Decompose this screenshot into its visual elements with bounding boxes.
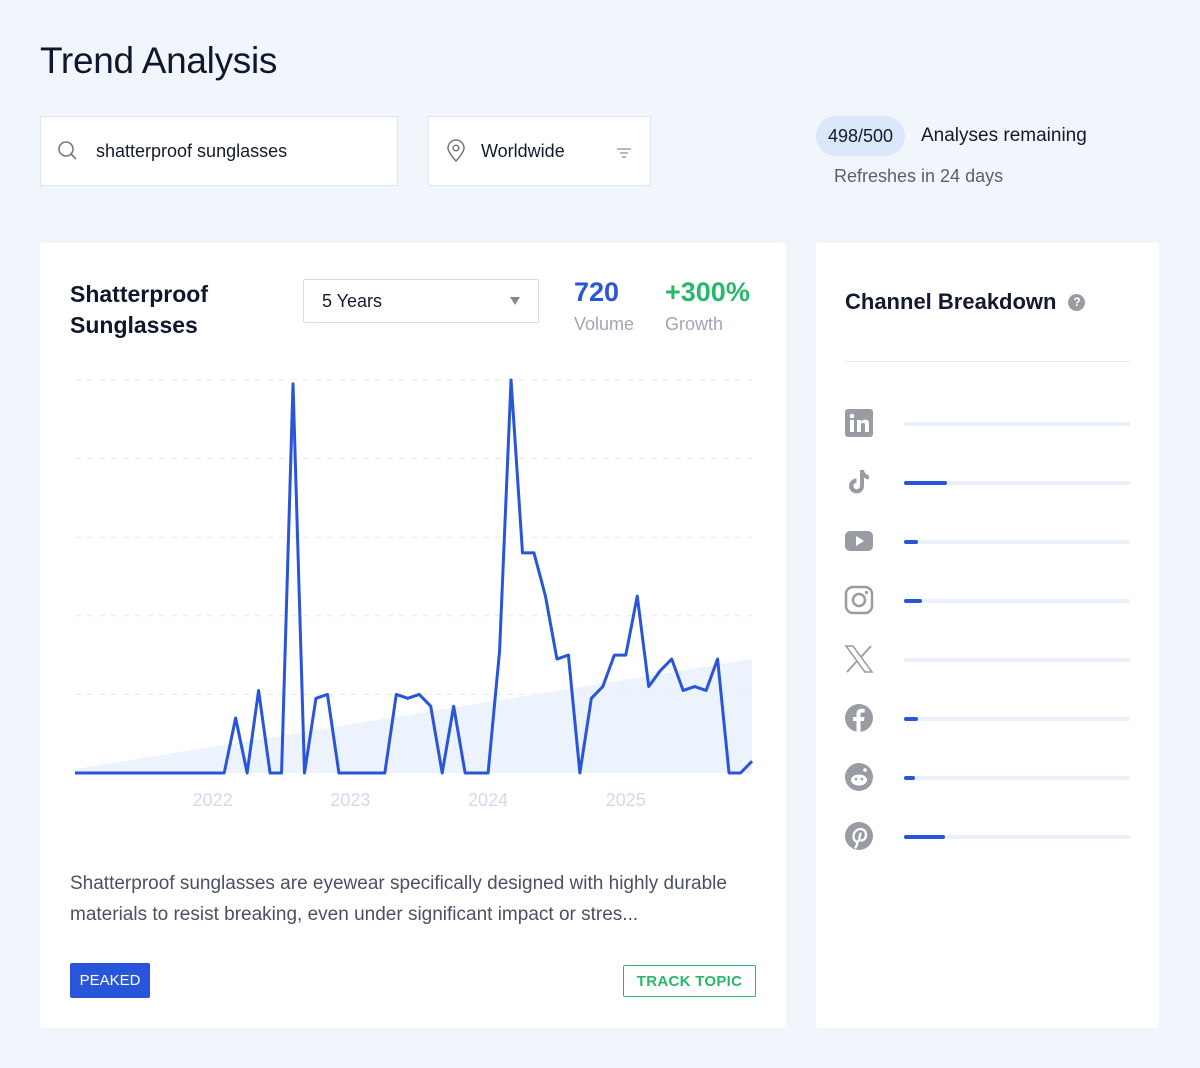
search-input[interactable]: shatterproof sunglasses [40, 116, 398, 186]
trend-card: Shatterproof Sunglasses 5 Years 720 Volu… [40, 243, 786, 1028]
channel-row-linkedin [844, 408, 1130, 442]
volume-value: 720 [574, 277, 620, 307]
range-value: 5 Years [322, 290, 383, 311]
channel-row-youtube [844, 526, 1130, 560]
topic-title-line2: Sunglasses [70, 312, 198, 338]
location-select[interactable]: Worldwide [428, 116, 651, 186]
growth-stat: +300% Growth [665, 277, 750, 335]
pinterest-icon [845, 822, 873, 850]
channel-row-pinterest [844, 821, 1130, 855]
series-line [75, 378, 754, 775]
divider [845, 361, 1130, 362]
channel-breakdown-card: Channel Breakdown ? [816, 243, 1159, 1028]
location-value: Worldwide [481, 140, 565, 161]
channel-row-reddit [844, 762, 1130, 796]
channel-row-tiktok [844, 467, 1130, 501]
help-icon[interactable]: ? [1068, 293, 1086, 311]
channel-share-fill [904, 835, 945, 839]
trend-chart: 2022 2023 2024 2025 [75, 378, 754, 810]
channel-share-bar [904, 776, 1130, 780]
channel-share-bar [904, 717, 1130, 721]
channel-share-bar [904, 658, 1130, 662]
volume-stat: 720 Volume [574, 277, 634, 335]
x-icon [844, 645, 874, 673]
channel-share-fill [904, 540, 918, 544]
x-tick-label: 2025 [606, 790, 646, 810]
channel-title: Channel Breakdown [845, 289, 1057, 314]
track-topic-button[interactable]: TRACK TOPIC [623, 965, 756, 997]
linkedin-icon [845, 409, 873, 437]
page-title: Trend Analysis [40, 40, 278, 81]
chevron-down-icon [510, 297, 520, 305]
channel-row-facebook [844, 703, 1130, 737]
reddit-icon [845, 763, 873, 791]
youtube-icon [845, 531, 873, 551]
channel-share-fill [904, 717, 918, 721]
topic-title: Shatterproof Sunglasses [70, 279, 208, 341]
growth-label: Growth [665, 314, 724, 334]
channel-share-fill [904, 599, 923, 603]
range-select[interactable]: 5 Years [303, 279, 539, 323]
x-tick-label: 2024 [468, 790, 508, 810]
filter-icon[interactable] [616, 147, 632, 159]
topic-description: Shatterproof sunglasses are eyewear spec… [70, 873, 727, 925]
channel-row-x [844, 644, 1130, 678]
channel-row-instagram [844, 585, 1130, 619]
search-value: shatterproof sunglasses [96, 140, 288, 161]
channel-share-fill [904, 776, 916, 780]
channel-share-bar [904, 422, 1130, 426]
location-pin-icon [447, 139, 465, 163]
instagram-icon [844, 585, 874, 615]
channel-share-bar [904, 835, 1130, 839]
quota-label: Analyses remaining [921, 125, 1087, 146]
status-badge: PEAKED [70, 963, 150, 998]
channel-share-bar [904, 481, 1130, 485]
volume-label: Volume [574, 314, 635, 334]
tiktok-icon [849, 470, 869, 494]
growth-value: +300% [665, 277, 750, 307]
refresh-text: Refreshes in 24 days [834, 166, 1004, 186]
facebook-icon [845, 704, 873, 732]
x-tick-label: 2022 [193, 790, 233, 810]
channel-share-bar [904, 540, 1130, 544]
topic-title-line1: Shatterproof [70, 281, 208, 307]
x-tick-label: 2023 [330, 790, 370, 810]
channel-share-bar [904, 599, 1130, 603]
channel-share-fill [904, 481, 947, 485]
quota-badge: 498/500 [816, 116, 905, 156]
trend-area [75, 659, 752, 773]
search-icon [58, 141, 77, 160]
